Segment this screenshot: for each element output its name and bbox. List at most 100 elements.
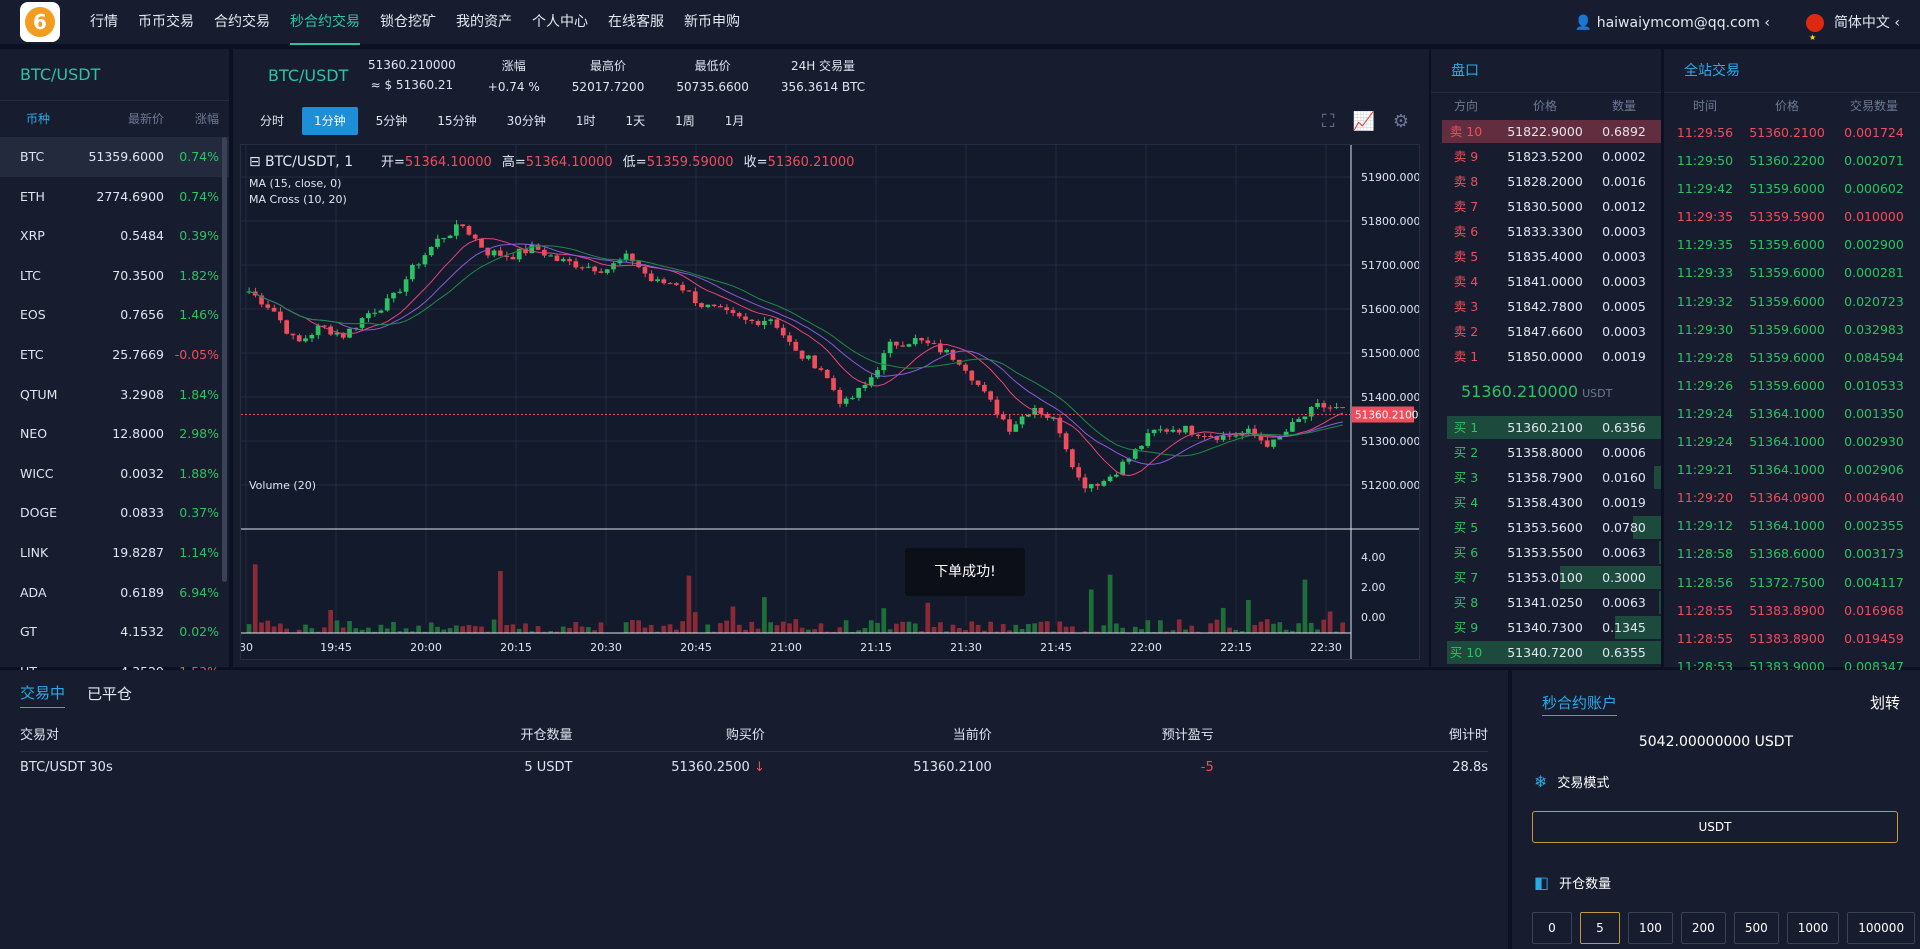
volume-bar — [573, 622, 579, 633]
indicator-icon[interactable]: 📈 — [1352, 111, 1375, 132]
order-row[interactable]: 买 4 51358.4300 0.0019 — [1431, 490, 1661, 515]
candle — [548, 255, 553, 257]
account-title[interactable]: 秒合约账户 — [1542, 692, 1618, 716]
volume-bar — [435, 626, 440, 633]
nav-item-0[interactable]: 行情 — [90, 14, 118, 30]
nav-item-1[interactable]: 币币交易 — [138, 14, 194, 30]
qty-option-4[interactable]: 500 — [1733, 912, 1779, 944]
order-row[interactable]: 买 3 51358.7900 0.0160 — [1431, 465, 1661, 490]
qty-option-1[interactable]: 5 — [1580, 912, 1620, 944]
order-row[interactable]: 卖 2 51847.6600 0.0003 — [1431, 319, 1661, 344]
nav-item-8[interactable]: 新币申购 — [684, 14, 740, 30]
market-scrollbar[interactable] — [222, 137, 227, 582]
gear-icon[interactable]: ⚙ — [1392, 111, 1409, 132]
volume-bar — [1145, 620, 1151, 633]
fullscreen-icon[interactable]: ⛶ — [1321, 111, 1335, 132]
nav-item-6[interactable]: 个人中心 — [532, 14, 588, 30]
volume-bar — [1283, 629, 1289, 633]
volume-bar — [674, 629, 679, 633]
candle — [1114, 474, 1119, 477]
candlestick-chart[interactable]: 30 19:45 20:00 20:15 20:30 20:45 21:00 21:15 21:… — [239, 144, 1434, 660]
market-row[interactable]: NEO 12.8000 2.98% — [0, 414, 229, 454]
order-row[interactable]: 卖 9 51823.5200 0.0002 — [1431, 144, 1661, 169]
qty-option-3[interactable]: 200 — [1680, 912, 1726, 944]
order-row[interactable]: 买 5 51353.5600 0.0780 — [1431, 515, 1661, 540]
timeframe-7[interactable]: 1周 — [675, 114, 695, 128]
nav-item-5[interactable]: 我的资产 — [456, 14, 512, 30]
qty-option-5[interactable]: 1000 — [1786, 912, 1840, 944]
candle — [403, 279, 409, 292]
timeframe-0[interactable]: 分时 — [260, 114, 285, 128]
market-row[interactable]: ADA 0.6189 6.94% — [0, 573, 229, 613]
qty-option-6[interactable]: 100000 — [1847, 912, 1916, 944]
market-row[interactable]: GT 4.1532 0.02% — [0, 612, 229, 652]
order-row[interactable]: 卖 1 51850.0000 0.0019 — [1431, 344, 1661, 369]
nav-item-3[interactable]: 秒合约交易 — [280, 0, 370, 45]
language-selector[interactable]: 简体中文 ‹ — [1805, 0, 1900, 61]
order-row[interactable]: 买 8 51341.0250 0.0063 — [1431, 590, 1661, 615]
market-row[interactable]: LINK 19.8287 1.14% — [0, 533, 229, 573]
qty-option-2[interactable]: 100 — [1628, 912, 1673, 944]
legend-collapse-icon[interactable]: ⊟ — [249, 154, 261, 170]
timeframe-4[interactable]: 30分钟 — [506, 114, 546, 128]
market-coin: WICC — [20, 465, 54, 481]
timeframe-6[interactable]: 1天 — [625, 114, 646, 128]
order-row[interactable]: 买 10 51340.7200 0.6355 — [1431, 640, 1661, 665]
ticker-pair: BTC/USDT — [268, 65, 349, 85]
order-row[interactable]: 卖 7 51830.5000 0.0012 — [1431, 194, 1661, 219]
candle — [1158, 429, 1163, 431]
volume-bar — [1277, 622, 1283, 633]
order-row[interactable]: 卖 10 51822.9000 0.6892 — [1431, 119, 1661, 144]
market-row[interactable]: QTUM 3.2908 1.84% — [0, 375, 229, 415]
trade-time: 11:28:58 — [1676, 546, 1734, 562]
market-row[interactable]: BTC 51359.6000 0.74% — [0, 137, 229, 177]
timeframe-8[interactable]: 1月 — [724, 114, 745, 128]
volume-bar — [730, 606, 736, 633]
market-row[interactable]: ETH 2774.6900 0.74% — [0, 177, 229, 217]
volume-bar — [661, 625, 667, 633]
order-row[interactable]: 卖 5 51835.4000 0.0003 — [1431, 244, 1661, 269]
order-row[interactable]: 卖 8 51828.2000 0.0016 — [1431, 169, 1661, 194]
timeframe-1[interactable]: 1分钟 — [302, 107, 358, 135]
col-pair: 交易对 — [20, 728, 60, 743]
tab-trading[interactable]: 交易中 — [20, 682, 66, 708]
order-qty: 0.0780 — [1602, 520, 1646, 535]
market-change: 0.39% — [179, 228, 219, 244]
candle — [1340, 407, 1345, 409]
market-row[interactable]: EOS 0.7656 1.46% — [0, 295, 229, 335]
order-row[interactable]: 卖 6 51833.3300 0.0003 — [1431, 219, 1661, 244]
order-row[interactable]: 卖 3 51842.7800 0.0005 — [1431, 294, 1661, 319]
nav-item-7[interactable]: 在线客服 — [608, 14, 664, 30]
timeframe-5[interactable]: 1时 — [575, 114, 596, 128]
transfer-button[interactable]: 划转 — [1869, 694, 1900, 712]
sell-orders: 卖 10 51822.9000 0.6892 卖 9 51823.5200 0.0002 卖… — [1431, 119, 1661, 369]
nav-item-4[interactable]: 锁仓挖矿 — [380, 14, 436, 30]
nav-item-2[interactable]: 合约交易 — [214, 14, 270, 30]
market-row[interactable]: ETC 25.7669 -0.05% — [0, 335, 229, 375]
order-row[interactable]: 卖 4 51841.0000 0.0003 — [1431, 269, 1661, 294]
timeframe-3[interactable]: 15分钟 — [437, 114, 477, 128]
volume-bar — [1321, 619, 1327, 633]
time-tick: 20:15 — [500, 641, 532, 654]
col-change: 涨幅 — [194, 112, 219, 126]
tab-closed[interactable]: 已平仓 — [87, 684, 133, 703]
position-buy-price: 51360.2500 — [671, 760, 750, 775]
market-row[interactable]: WICC 0.0032 1.88% — [0, 454, 229, 494]
market-row[interactable]: DOGE 0.0833 0.37% — [0, 493, 229, 533]
logo[interactable]: 6 — [20, 2, 60, 42]
order-row[interactable]: 买 6 51353.5500 0.0063 — [1431, 540, 1661, 565]
market-row[interactable]: LTC 70.3500 1.82% — [0, 256, 229, 296]
order-row[interactable]: 买 1 51360.2100 0.6356 — [1431, 415, 1661, 440]
order-row[interactable]: 买 7 51353.0100 0.3000 — [1431, 565, 1661, 590]
timeframe-2[interactable]: 5分钟 — [375, 114, 408, 128]
order-row[interactable]: 买 9 51340.7300 0.1345 — [1431, 615, 1661, 640]
candle — [630, 253, 635, 262]
qty-option-0[interactable]: 0 — [1532, 912, 1572, 944]
order-row[interactable]: 买 2 51358.8000 0.0006 — [1431, 440, 1661, 465]
candle — [567, 259, 572, 262]
user-menu[interactable]: 👤 haiwaiymcom@qq.com ‹ — [1575, 0, 1770, 46]
col-coin[interactable]: 币种 — [26, 112, 51, 126]
trade-mode-select[interactable]: USDT — [1532, 811, 1898, 843]
market-row[interactable]: XRP 0.5484 0.39% — [0, 216, 229, 256]
trade-qty: 0.002900 — [1844, 237, 1904, 253]
